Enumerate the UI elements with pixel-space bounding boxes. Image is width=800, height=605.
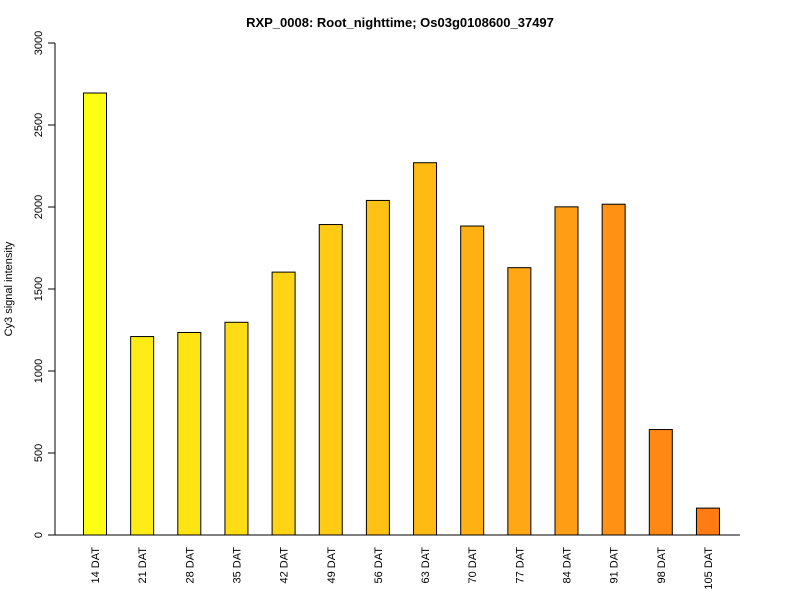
- x-tick-label: 98 DAT: [656, 547, 668, 584]
- x-tick-label: 42 DAT: [279, 547, 291, 584]
- y-tick-label: 1500: [33, 277, 45, 301]
- bar-42-dat: [271, 271, 296, 536]
- bar-84-dat: [554, 206, 579, 536]
- x-tick-label: 49 DAT: [326, 547, 338, 584]
- x-tick-label: 70 DAT: [467, 547, 479, 584]
- y-tick-label: 500: [33, 444, 45, 462]
- x-tick-labels: 14 DAT 21 DAT 28 DAT 35 DAT 42 DAT 49 DAT 56 D…: [90, 547, 715, 590]
- x-tick-label: 21 DAT: [137, 547, 149, 584]
- y-tick-label: 0: [33, 532, 45, 538]
- x-tick-label: 14 DAT: [90, 547, 102, 584]
- x-tick-label: 28 DAT: [184, 547, 196, 584]
- y-tick-label: 2500: [33, 113, 45, 137]
- y-axis: 0 500 1000 1500 2000 2500 3000: [33, 31, 56, 538]
- y-tick-label: 1000: [33, 359, 45, 383]
- y-axis-label: Cy3 signal intensity: [3, 241, 15, 336]
- bar-49-dat: [318, 224, 343, 536]
- x-tick-label: 91 DAT: [609, 547, 621, 584]
- bar-105-dat: [695, 507, 720, 536]
- chart-title: RXP_0008: Root_nighttime; Os03g0108600_3…: [246, 15, 554, 30]
- x-tick-label: 35 DAT: [231, 547, 243, 584]
- y-tick-label: 3000: [33, 31, 45, 55]
- bar-98-dat: [648, 429, 673, 536]
- bar-14-dat: [83, 92, 107, 536]
- bar-21-dat: [130, 336, 155, 536]
- x-tick-label: 77 DAT: [514, 547, 526, 584]
- bar-77-dat: [507, 267, 532, 536]
- bar-63-dat: [413, 162, 438, 536]
- bar-35-dat: [224, 321, 249, 536]
- bar-28-dat: [177, 331, 202, 536]
- bars-group: [83, 92, 720, 536]
- x-tick-label: 105 DAT: [703, 547, 715, 590]
- x-tick-label: 84 DAT: [562, 547, 574, 584]
- bar-70-dat: [460, 225, 485, 536]
- y-tick-label: 2000: [33, 195, 45, 219]
- bar-91-dat: [601, 203, 626, 536]
- bar-56-dat: [365, 199, 390, 536]
- x-tick-label: 63 DAT: [420, 547, 432, 584]
- x-tick-label: 56 DAT: [373, 547, 385, 584]
